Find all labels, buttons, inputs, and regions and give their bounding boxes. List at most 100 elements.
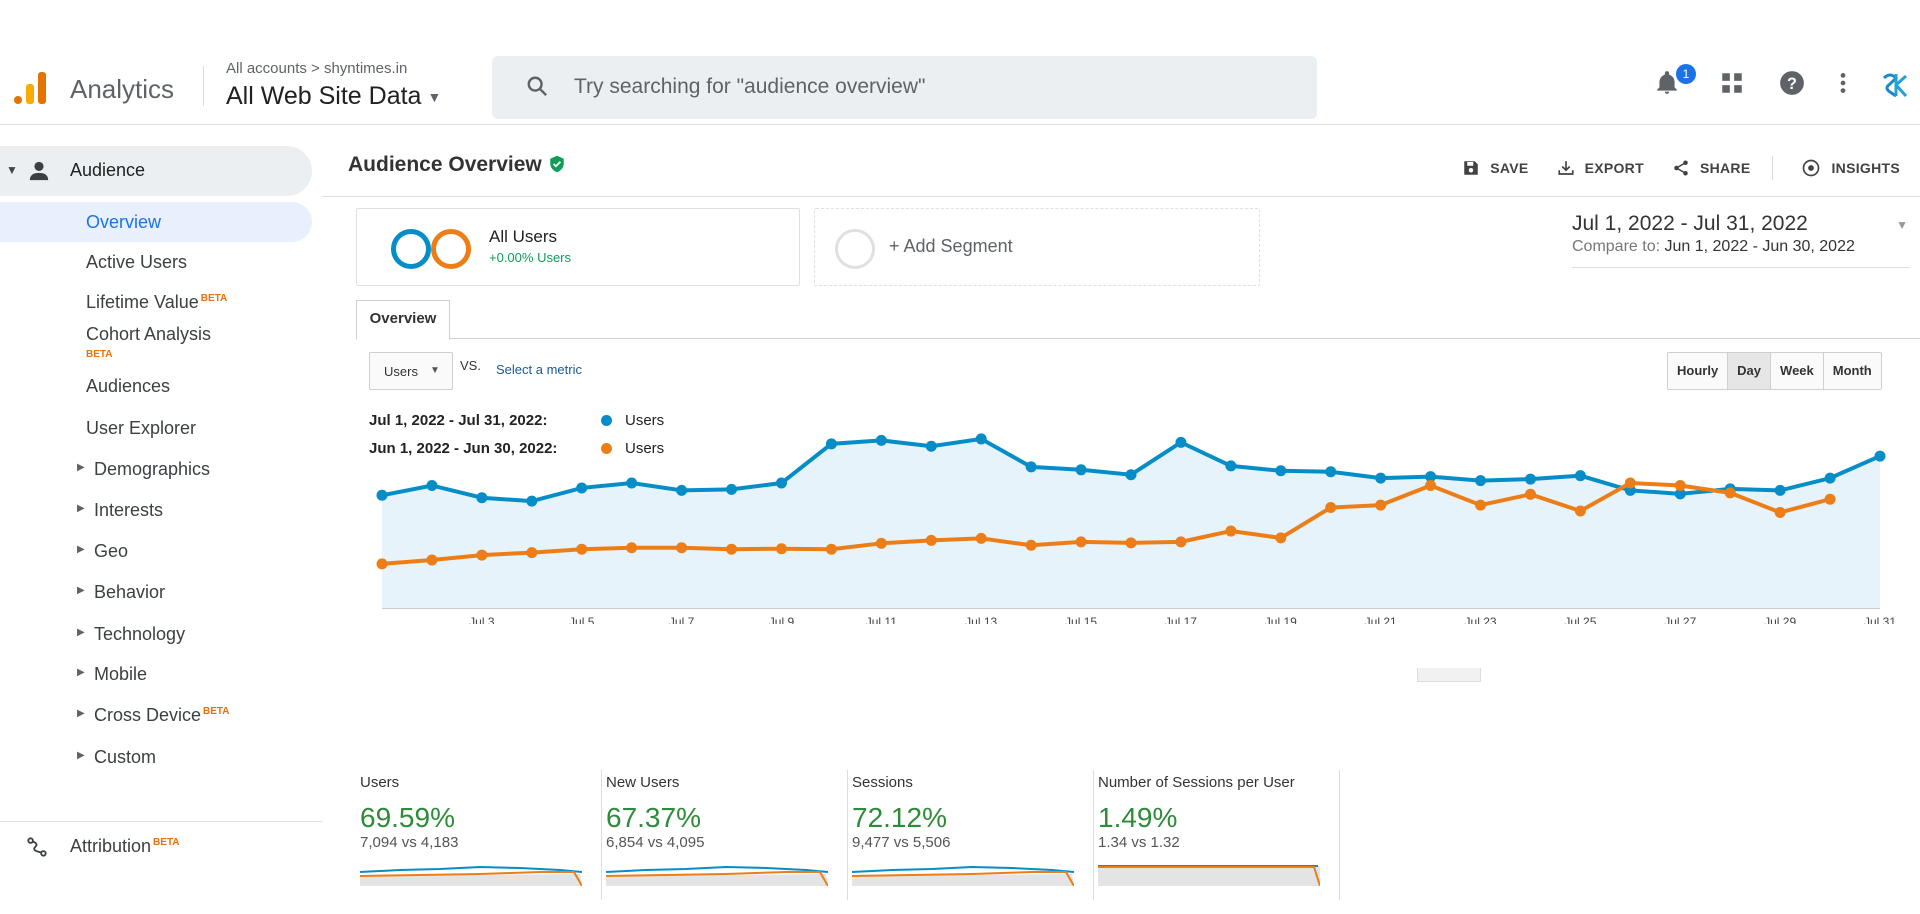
x-tick-label: Jul 13 <box>965 615 997 624</box>
more-options-icon[interactable] <box>1830 70 1856 96</box>
sidebar-item-cross-device[interactable]: ▶ Cross Device BETA <box>0 695 312 735</box>
scorecard-change: 1.49% <box>1098 802 1178 833</box>
export-button[interactable]: EXPORT <box>1557 159 1644 177</box>
sidebar-item-text: Cross Device <box>94 705 202 725</box>
metric-dropdown[interactable]: Users ▼ <box>369 352 453 390</box>
sidebar-item-label: Technology <box>94 624 186 644</box>
data-point-previous <box>1524 488 1536 500</box>
app-frame: Analytics All accounts > shyntimes.in Al… <box>0 40 1920 900</box>
data-point-previous <box>1075 536 1087 548</box>
select-metric-link[interactable]: Select a metric <box>496 362 582 377</box>
segment-ring-icon <box>391 229 431 269</box>
granularity-day[interactable]: Day <box>1727 353 1771 389</box>
data-point-current <box>1225 460 1237 472</box>
sidebar-item-cohort-analysis[interactable]: Cohort Analysis BETA <box>0 320 312 364</box>
sidebar-item-interests[interactable]: ▶ Interests <box>0 490 312 530</box>
sidebar-item-mobile[interactable]: ▶ Mobile <box>0 654 312 694</box>
chart-resize-handle[interactable] <box>1417 668 1481 682</box>
data-point-current <box>1075 464 1087 476</box>
vs-label: VS. <box>460 358 481 373</box>
sidebar-bottom-divider <box>0 821 322 822</box>
data-point-previous <box>476 549 488 561</box>
granularity-month[interactable]: Month <box>1822 353 1881 389</box>
sidebar-item-active-users[interactable]: Active Users <box>0 242 312 282</box>
scorecard-users[interactable]: Users 69.59% 7,094 vs 4,183 <box>356 770 602 900</box>
search-icon <box>527 76 548 97</box>
share-button[interactable]: SHARE <box>1672 159 1751 177</box>
sidebar-top-divider <box>0 124 322 125</box>
insights-button[interactable]: INSIGHTS <box>1801 158 1900 178</box>
data-point-current <box>1425 471 1437 483</box>
granularity-week[interactable]: Week <box>1770 353 1823 389</box>
sidebar-item-text: Lifetime Value <box>86 292 199 312</box>
x-tick-label: Jul 29 <box>1764 615 1796 624</box>
x-tick-label: Jul 5 <box>569 615 595 624</box>
legend-dot <box>601 415 612 426</box>
report-title-text: Audience Overview <box>348 153 542 176</box>
sidebar-item-demographics[interactable]: ▶ Demographics <box>0 449 312 489</box>
date-range-picker[interactable]: Jul 1, 2022 - Jul 31, 2022 Compare to: J… <box>1572 212 1910 268</box>
account-avatar[interactable] <box>1880 70 1910 100</box>
expand-arrow-icon: ▶ <box>77 503 85 514</box>
data-point-previous <box>1125 537 1137 549</box>
notifications-bell-icon[interactable] <box>1654 70 1680 96</box>
property-selector[interactable]: All Web Site Data ▼ <box>226 82 441 111</box>
analytics-logo-icon[interactable] <box>12 68 48 104</box>
data-point-previous <box>1375 499 1387 511</box>
scorecards: Users 69.59% 7,094 vs 4,183 New Users 67… <box>356 770 1356 900</box>
granularity-hourly[interactable]: Hourly <box>1668 353 1728 389</box>
tab-overview[interactable]: Overview <box>356 300 450 340</box>
apps-grid-icon[interactable] <box>1719 70 1745 96</box>
empty-segment-ring-icon <box>835 229 875 269</box>
sidebar-item-label: Overview <box>86 212 162 232</box>
top-bar: Analytics All accounts > shyntimes.in Al… <box>0 40 1920 124</box>
scorecard-new-users[interactable]: New Users 67.37% 6,854 vs 4,095 <box>602 770 848 900</box>
expand-arrow-icon: ▶ <box>77 627 85 638</box>
download-icon <box>1558 161 1574 175</box>
expand-arrow-icon: ▶ <box>77 667 85 678</box>
caret-down-icon: ▼ <box>1896 218 1908 232</box>
scorecard-compare: 6,854 vs 4,095 <box>606 834 705 851</box>
search-input[interactable] <box>574 72 1274 102</box>
sidebar-item-lifetime-value[interactable]: Lifetime Value BETA <box>0 282 312 322</box>
insights-icon <box>1803 159 1820 177</box>
sidebar-item-technology[interactable]: ▶ Technology <box>0 614 312 654</box>
sidebar-item-audiences[interactable]: Audiences <box>0 366 312 406</box>
data-point-current <box>576 482 588 494</box>
account-breadcrumb[interactable]: All accounts > shyntimes.in <box>226 60 408 77</box>
sidebar-item-custom[interactable]: ▶ Custom <box>0 737 312 777</box>
data-point-current <box>1574 470 1586 482</box>
date-underline <box>1572 267 1910 268</box>
scorecard-change: 72.12% <box>852 802 947 833</box>
sidebar-item-label: Demographics <box>94 459 211 479</box>
x-tick-label: ... <box>382 615 392 624</box>
sidebar-item-geo[interactable]: ▶ Geo <box>0 531 312 571</box>
report-title: Audience Overview <box>348 153 566 177</box>
segment-all-users[interactable]: All Users +0.00% Users <box>356 208 800 286</box>
sidebar-section-attribution[interactable]: Attribution BETA <box>0 824 322 870</box>
sidebar-section-audience[interactable]: ▼ Audience <box>0 146 312 196</box>
add-segment-button[interactable]: + Add Segment <box>814 208 1260 286</box>
data-point-current <box>626 477 638 489</box>
sidebar-item-user-explorer[interactable]: User Explorer <box>0 408 312 448</box>
verified-shield-icon <box>550 155 564 173</box>
data-point-previous <box>1574 505 1586 517</box>
sidebar-item-label: Cross Device BETA <box>94 705 230 726</box>
data-point-previous <box>1624 477 1636 489</box>
save-button[interactable]: SAVE <box>1462 159 1528 177</box>
scorecard-name: Sessions <box>852 774 913 791</box>
compare-range-text: Jun 1, 2022 - Jun 30, 2022 <box>1664 238 1855 255</box>
data-point-previous <box>576 543 588 555</box>
data-point-previous <box>1325 502 1337 514</box>
search-bar[interactable] <box>492 56 1317 119</box>
data-point-current <box>825 438 837 450</box>
help-icon[interactable]: ? <box>1779 70 1805 96</box>
scorecard-sessions-per-user[interactable]: Number of Sessions per User 1.49% 1.34 v… <box>1094 770 1340 900</box>
sidebar-item-behavior[interactable]: ▶ Behavior <box>0 572 312 612</box>
scorecard-sessions[interactable]: Sessions 72.12% 9,477 vs 5,506 <box>848 770 1094 900</box>
data-point-previous <box>1674 479 1686 491</box>
sidebar: ▼ Audience Overview Active Users Lifetim… <box>0 124 322 870</box>
sidebar-item-overview[interactable]: Overview <box>0 202 312 242</box>
compare-prefix: Compare to: <box>1572 238 1661 255</box>
sidebar-item-label: Mobile <box>94 664 148 684</box>
